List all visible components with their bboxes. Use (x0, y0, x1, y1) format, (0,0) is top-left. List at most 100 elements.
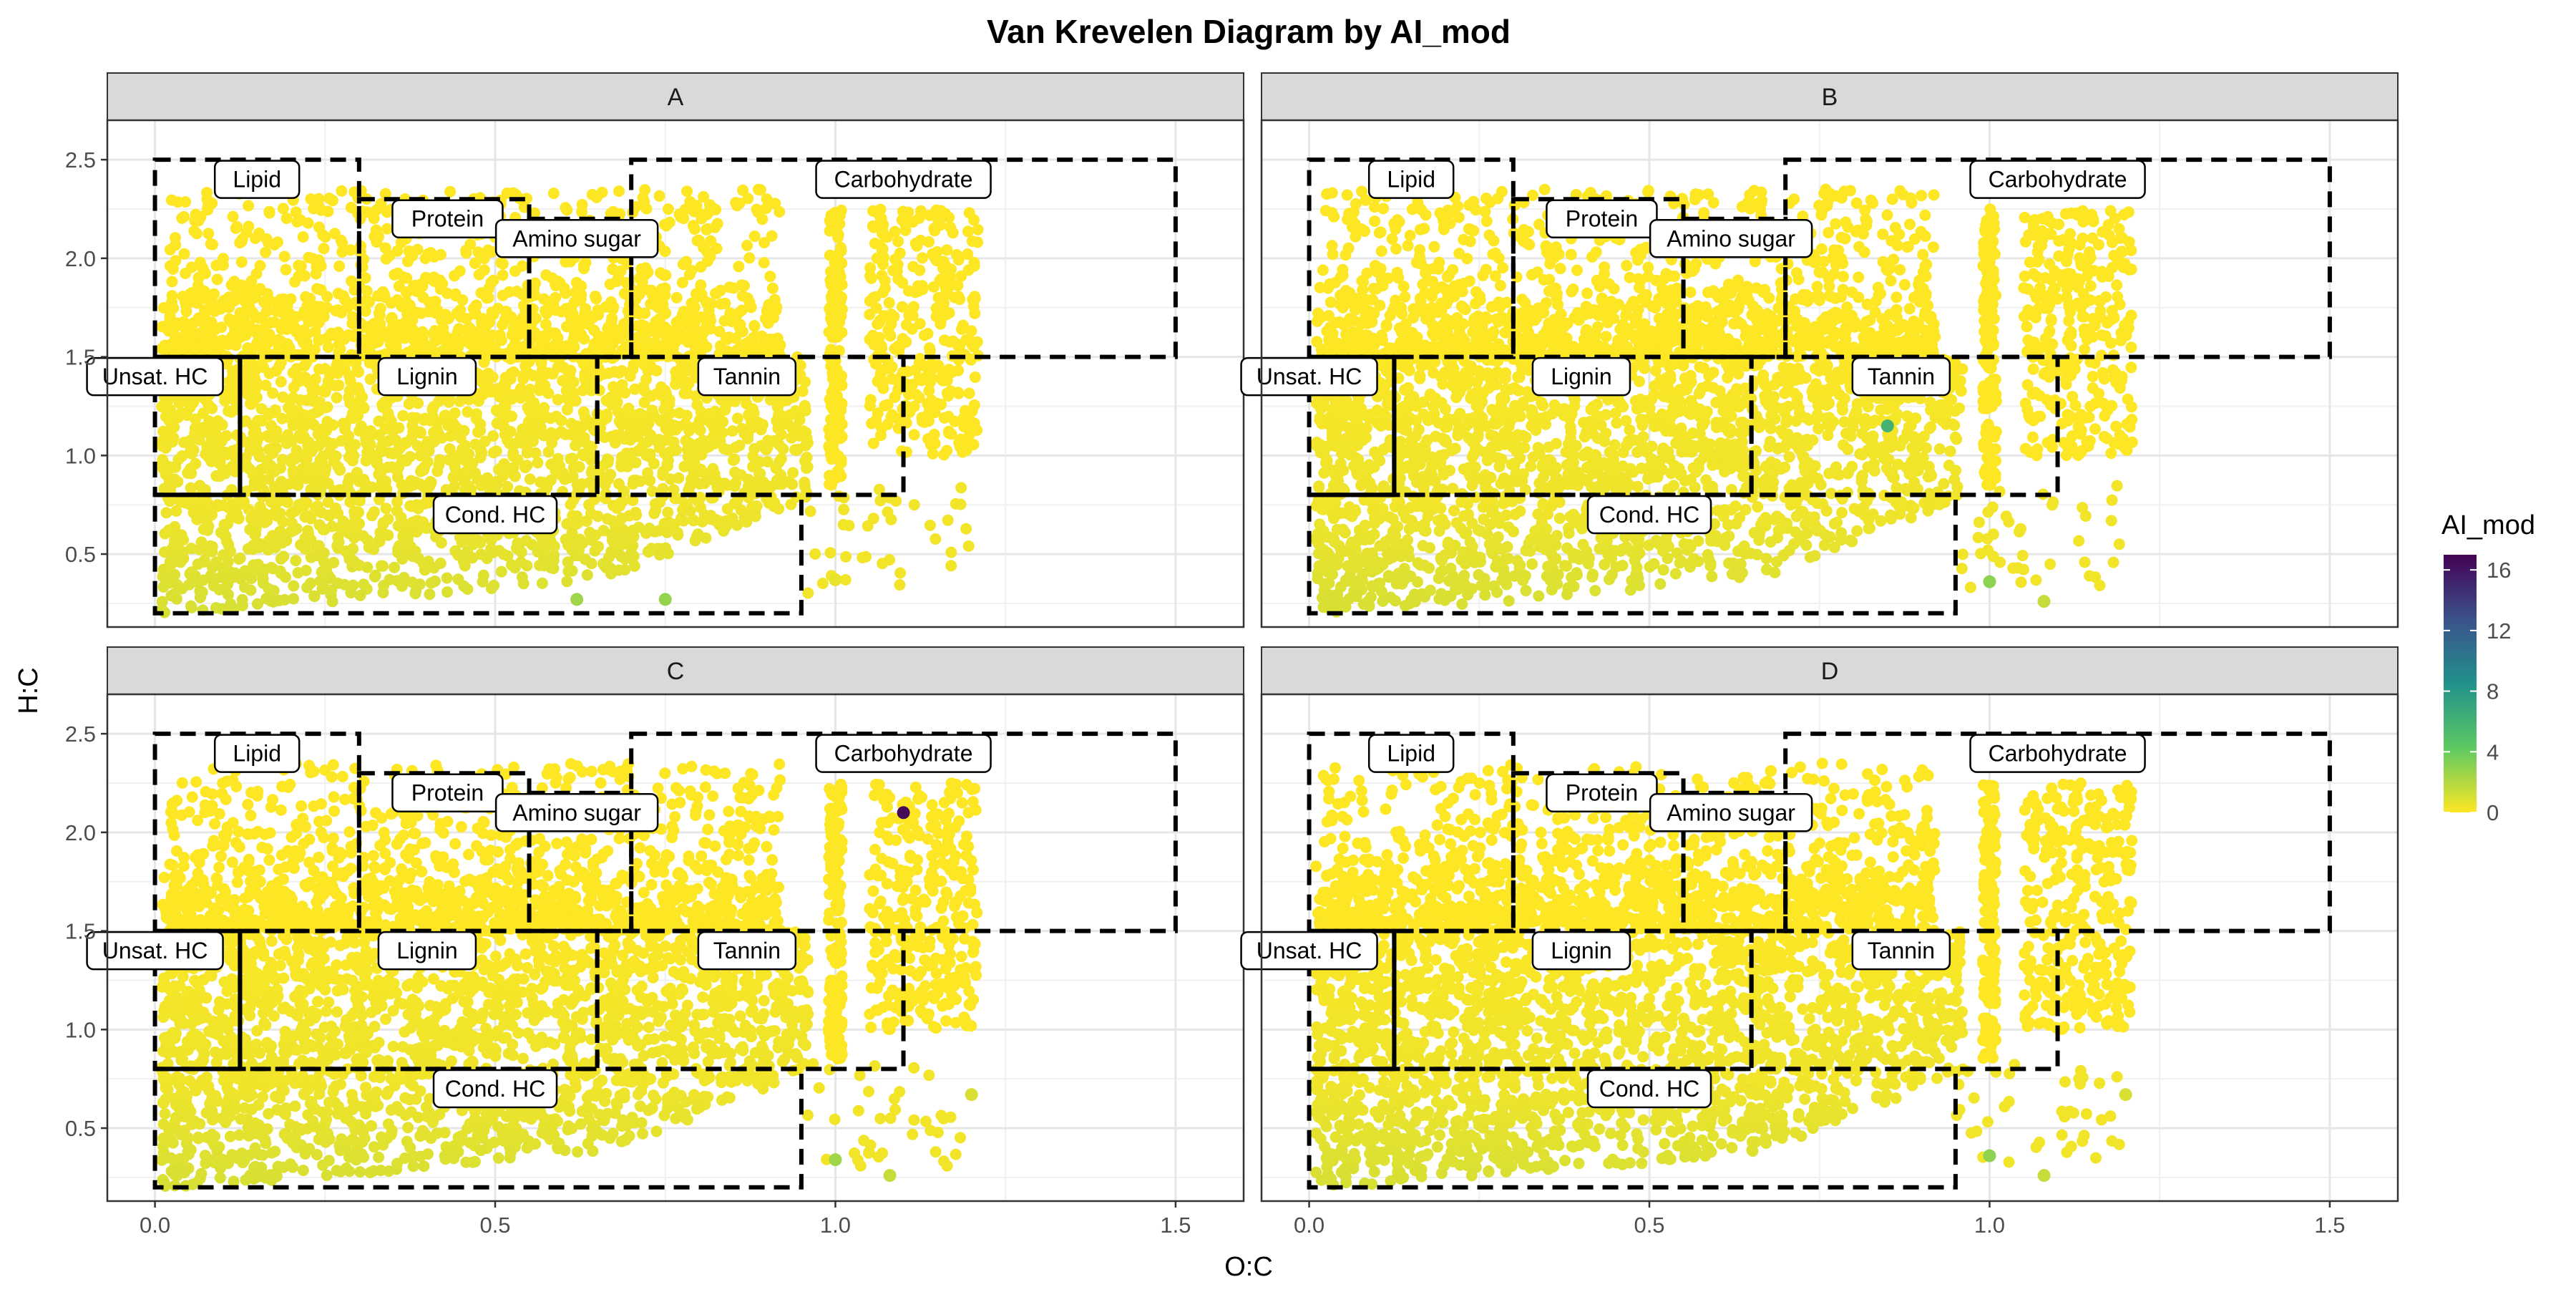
data-point (963, 264, 975, 276)
data-point (832, 232, 844, 243)
data-point (611, 276, 623, 287)
data-point (382, 513, 394, 525)
data-point (968, 301, 980, 312)
data-point (295, 375, 306, 387)
data-point (441, 288, 453, 299)
data-point (220, 468, 231, 480)
data-point (245, 398, 256, 409)
data-point (919, 417, 930, 428)
data-point (469, 335, 481, 346)
data-point (562, 404, 573, 415)
data-point (603, 367, 615, 379)
data-point (212, 499, 223, 510)
data-point (300, 543, 311, 555)
data-point (476, 447, 487, 458)
data-point (215, 527, 227, 538)
data-point (922, 328, 934, 339)
data-point (194, 544, 205, 555)
data-point (957, 320, 969, 331)
data-point (424, 588, 435, 600)
data-point (833, 450, 844, 462)
data-point (699, 510, 711, 521)
data-point (235, 553, 246, 564)
data-point (909, 401, 920, 412)
data-point (1448, 505, 1460, 517)
data-point (444, 455, 455, 466)
data-point (177, 395, 188, 407)
data-point (275, 476, 287, 487)
data-point (857, 552, 868, 563)
data-point (292, 405, 303, 417)
data-point (299, 533, 311, 544)
data-point (214, 450, 225, 461)
data-point (393, 461, 404, 472)
data-point (496, 566, 507, 578)
data-point (613, 565, 625, 576)
data-point (826, 279, 837, 291)
data-point (228, 498, 239, 510)
data-point (548, 188, 560, 199)
data-point (226, 317, 238, 329)
data-point (709, 406, 721, 417)
data-point (776, 453, 787, 465)
data-point (187, 296, 198, 307)
data-point (381, 223, 393, 235)
data-point (775, 409, 786, 421)
data-point (560, 202, 571, 213)
data-point (223, 565, 235, 577)
data-point (540, 319, 552, 330)
data-point (1667, 359, 1679, 370)
data-point (931, 303, 942, 314)
data-point (960, 523, 972, 535)
data-point (657, 483, 668, 495)
data-point (938, 449, 950, 460)
data-point (756, 331, 768, 342)
data-point (1819, 540, 1830, 551)
data-point (922, 369, 934, 381)
data-point (661, 459, 673, 470)
data-point (683, 317, 695, 329)
data-point (560, 343, 572, 354)
data-point (382, 530, 394, 541)
data-point (354, 394, 366, 406)
data-point (608, 301, 619, 313)
data-point (515, 556, 527, 568)
notable-data-point (570, 593, 583, 606)
data-point (562, 364, 573, 376)
data-point (1938, 478, 1949, 490)
data-point (586, 535, 597, 546)
data-point (346, 202, 357, 213)
data-point (200, 291, 212, 302)
data-point (719, 477, 731, 489)
class-label-text: Cond. HC (445, 502, 546, 528)
data-point (962, 225, 974, 237)
y-tick-label: 2.0 (65, 246, 96, 271)
data-point (875, 204, 887, 215)
data-point (755, 344, 766, 356)
data-point (441, 586, 453, 598)
data-point (549, 540, 560, 552)
data-point (373, 231, 384, 243)
x-axis-title: O:C (1224, 1252, 1273, 1282)
data-point (721, 520, 732, 532)
data-point (937, 263, 949, 274)
data-point (868, 513, 879, 524)
data-point (668, 437, 680, 448)
class-label-cond-hc: Cond. HC (434, 496, 557, 533)
data-point (298, 450, 309, 461)
data-point (671, 316, 683, 328)
data-point (540, 269, 552, 281)
data-point (892, 259, 904, 271)
data-point (333, 339, 345, 350)
data-point (702, 256, 713, 267)
data-point (334, 465, 346, 476)
notable-data-point (829, 573, 841, 586)
data-point (546, 437, 557, 449)
data-point (191, 514, 203, 525)
data-point (1925, 397, 1936, 408)
data-point (953, 291, 965, 302)
data-point (279, 251, 291, 262)
data-point (361, 426, 372, 437)
data-point (381, 502, 392, 514)
data-point (455, 432, 467, 444)
